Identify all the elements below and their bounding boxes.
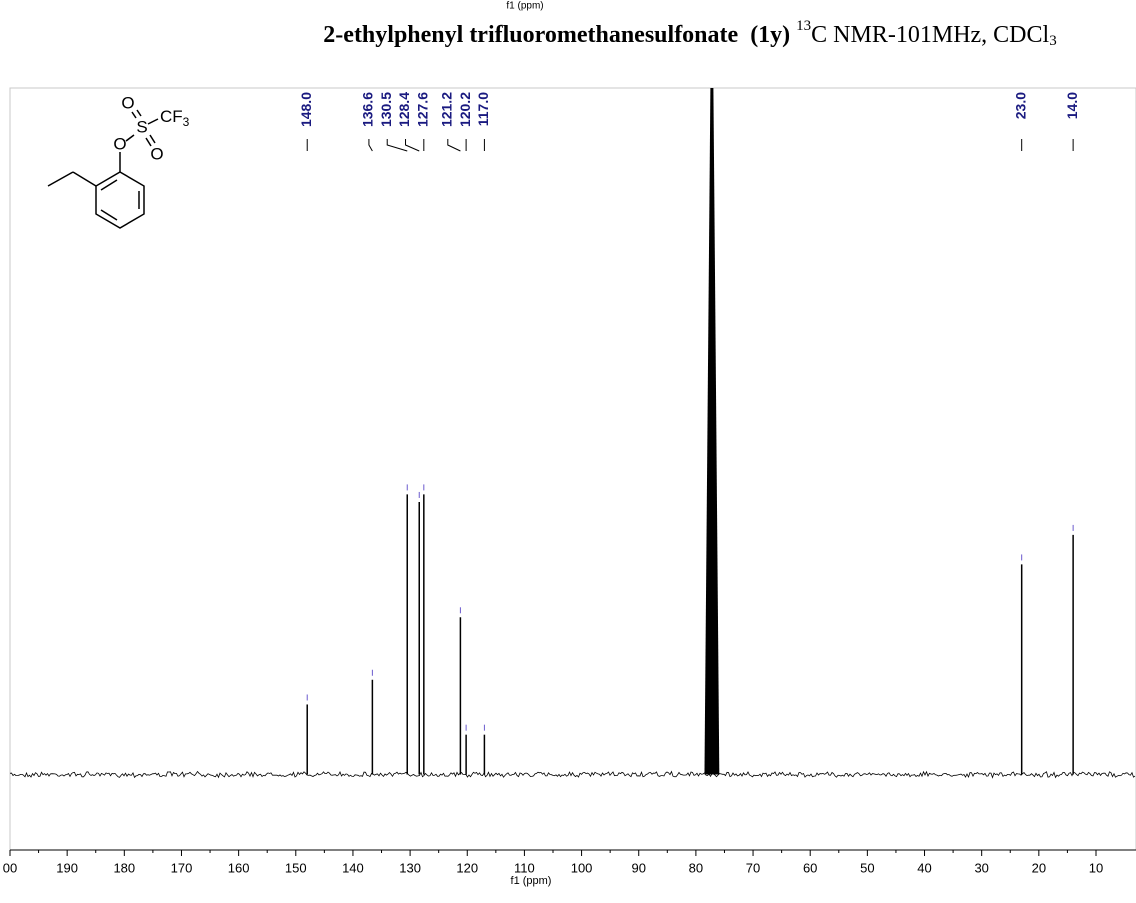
- peak-label: 148.0: [298, 92, 314, 127]
- bond: [137, 110, 141, 116]
- x-tick-label: 10: [1089, 860, 1103, 875]
- chart-title: 2-ethylphenyl trifluoromethanesulfonate (…: [323, 18, 1056, 49]
- x-tick-label: 20: [1032, 860, 1046, 875]
- atom-label: O: [150, 144, 163, 163]
- x-tick-label: 130: [399, 860, 421, 875]
- x-tick-label: 180: [113, 860, 135, 875]
- peak-label: 120.2: [457, 92, 473, 127]
- peak-label: 23.0: [1012, 92, 1028, 119]
- x-tick-label: 120: [456, 860, 478, 875]
- bond: [148, 119, 158, 124]
- bond: [48, 172, 73, 186]
- x-tick-label: 190: [56, 860, 78, 875]
- peak-label-leader: [387, 139, 407, 151]
- peak-label: 127.6: [415, 92, 431, 127]
- title-method: C NMR-101MHz, CDCl: [811, 22, 1049, 48]
- top-axis-label: f1 (ppm): [506, 1, 543, 12]
- atom-subscript: 3: [183, 115, 190, 129]
- x-tick-label: 110: [514, 860, 535, 875]
- peak-label: 136.6: [360, 92, 376, 127]
- peak-label: 121.2: [439, 92, 455, 127]
- x-tick-label: 170: [171, 860, 193, 875]
- atom-label: CF3: [160, 107, 190, 129]
- x-axis-label: f1 (ppm): [511, 875, 552, 887]
- peak-label: 14.0: [1064, 92, 1080, 119]
- plot-frame: [10, 88, 1136, 850]
- baseline-noise: [10, 772, 1135, 778]
- peak-label: 117.0: [475, 92, 491, 126]
- x-tick-label: 50: [860, 860, 874, 875]
- x-tick-label: 60: [803, 860, 817, 875]
- benzene-ring: [96, 172, 144, 228]
- peak-label-leader: [448, 139, 461, 151]
- x-tick-label: 70: [746, 860, 760, 875]
- x-tick-label: 100: [571, 860, 593, 875]
- x-tick-label: 00: [3, 860, 17, 875]
- title-id: (1y): [750, 22, 790, 48]
- x-tick-label: 160: [228, 860, 250, 875]
- solvent-peak: [704, 88, 719, 774]
- title-sub: 3: [1049, 33, 1057, 49]
- x-tick-label: 140: [342, 860, 364, 875]
- x-tick-label: 80: [689, 860, 703, 875]
- peak-label: 130.5: [378, 92, 394, 127]
- x-tick-label: 90: [631, 860, 645, 875]
- bond: [150, 135, 155, 143]
- title-compound: 2-ethylphenyl trifluoromethanesulfonate: [323, 22, 738, 48]
- peak-label-leader: [369, 139, 372, 151]
- peak-label: 128.4: [396, 92, 412, 127]
- x-tick-label: 30: [974, 860, 988, 875]
- atom-labels: O S O O CF3: [113, 93, 189, 163]
- peak-label-leader: [406, 139, 420, 151]
- bond: [73, 172, 96, 186]
- atom-label: S: [136, 117, 147, 136]
- bond: [126, 135, 134, 141]
- atom-label: O: [113, 134, 126, 153]
- x-tick-label: 150: [285, 860, 307, 875]
- atom-label: O: [121, 93, 134, 112]
- atom-label: CF: [160, 107, 183, 126]
- x-tick-label: 40: [917, 860, 931, 875]
- title-sup: 13: [796, 18, 811, 34]
